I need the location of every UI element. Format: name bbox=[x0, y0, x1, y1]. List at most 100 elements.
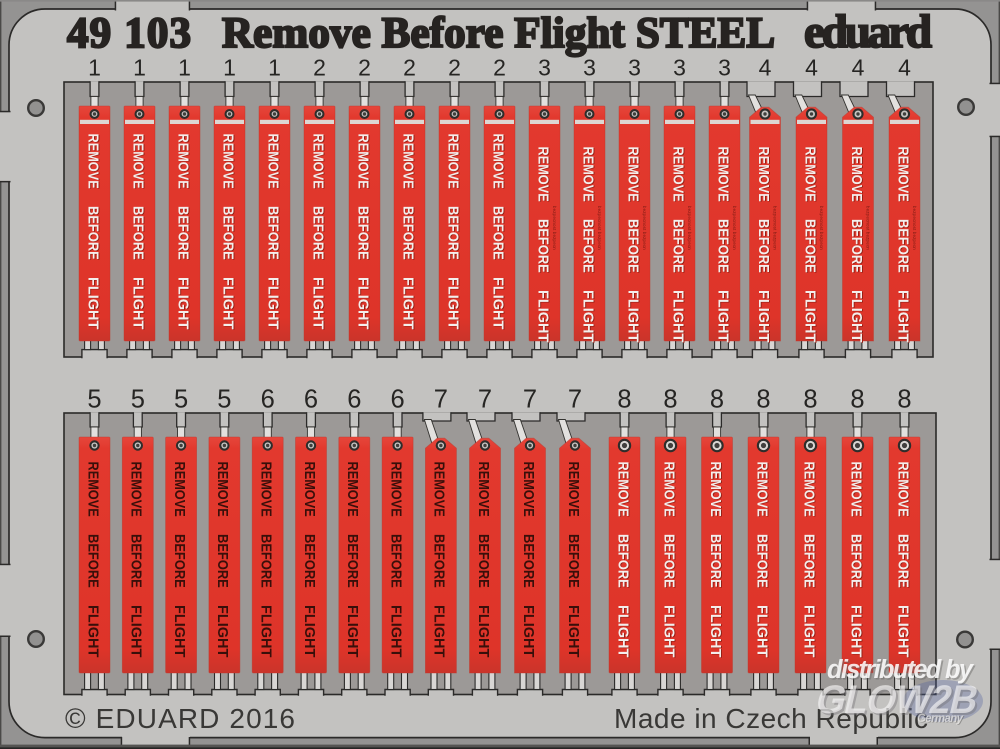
svg-text:4: 4 bbox=[805, 55, 818, 81]
svg-text:Made in Czech Republic: Made in Czech Republic bbox=[614, 703, 928, 734]
svg-text:8: 8 bbox=[850, 386, 864, 414]
svg-text:REMOVEBEFOREFLIGHT: REMOVEBEFOREFLIGHT bbox=[615, 462, 632, 658]
svg-text:REMOVEBEFOREFLIGHT: REMOVEBEFOREFLIGHT bbox=[894, 147, 911, 343]
svg-text:REMOVEBEFOREFLIGHT: REMOVEBEFOREFLIGHT bbox=[475, 462, 492, 658]
svg-text:REMOVEBEFOREFLIGHT: REMOVEBEFOREFLIGHT bbox=[258, 462, 275, 658]
svg-text:2: 2 bbox=[493, 55, 506, 81]
svg-text:REMOVEBEFOREFLIGHT: REMOVEBEFOREFLIGHT bbox=[445, 134, 462, 330]
svg-text:4: 4 bbox=[898, 55, 911, 81]
svg-text:REMOVEBEFOREFLIGHT: REMOVEBEFOREFLIGHT bbox=[660, 462, 677, 658]
svg-text:3: 3 bbox=[718, 55, 731, 81]
svg-text:7: 7 bbox=[478, 386, 492, 414]
svg-text:1: 1 bbox=[88, 55, 101, 81]
svg-text:REMOVEBEFOREFLIGHT: REMOVEBEFOREFLIGHT bbox=[754, 462, 771, 658]
svg-text:REMOVEBEFOREFLIGHT: REMOVEBEFOREFLIGHT bbox=[579, 147, 596, 343]
svg-text:49 103: 49 103 bbox=[67, 10, 193, 57]
svg-text:Remove Before Flight STEEL: Remove Before Flight STEEL bbox=[222, 10, 775, 57]
svg-text:REMOVEBEFOREFLIGHT: REMOVEBEFOREFLIGHT bbox=[801, 147, 818, 343]
svg-text:bezpecnost bezpecn: bezpecnost bezpecn bbox=[732, 206, 737, 250]
svg-text:REMOVEBEFOREFLIGHT: REMOVEBEFOREFLIGHT bbox=[84, 462, 101, 658]
svg-text:REMOVEBEFOREFLIGHT: REMOVEBEFOREFLIGHT bbox=[756, 147, 773, 343]
svg-text:REMOVEBEFOREFLIGHT: REMOVEBEFOREFLIGHT bbox=[580, 147, 597, 343]
svg-text:2: 2 bbox=[448, 55, 461, 81]
svg-text:3: 3 bbox=[628, 55, 641, 81]
svg-text:REMOVEBEFOREFLIGHT: REMOVEBEFOREFLIGHT bbox=[535, 147, 552, 343]
svg-text:2: 2 bbox=[403, 55, 416, 81]
svg-text:distributed by: distributed by bbox=[827, 656, 975, 684]
svg-text:REMOVEBEFOREFLIGHT: REMOVEBEFOREFLIGHT bbox=[431, 462, 448, 658]
svg-text:REMOVEBEFOREFLIGHT: REMOVEBEFOREFLIGHT bbox=[130, 134, 147, 330]
svg-text:REMOVEBEFOREFLIGHT: REMOVEBEFOREFLIGHT bbox=[715, 147, 732, 343]
svg-text:REMOVEBEFOREFLIGHT: REMOVEBEFOREFLIGHT bbox=[214, 462, 231, 658]
svg-text:7: 7 bbox=[434, 386, 448, 414]
svg-text:REMOVEBEFOREFLIGHT: REMOVEBEFOREFLIGHT bbox=[85, 134, 102, 330]
svg-text:4: 4 bbox=[759, 55, 772, 81]
svg-text:bezpecnost bezpecn: bezpecnost bezpecn bbox=[642, 206, 647, 250]
svg-text:REMOVEBEFOREFLIGHT: REMOVEBEFOREFLIGHT bbox=[848, 462, 865, 658]
svg-text:REMOVEBEFOREFLIGHT: REMOVEBEFOREFLIGHT bbox=[309, 134, 326, 330]
svg-text:REMOVEBEFOREFLIGHT: REMOVEBEFOREFLIGHT bbox=[387, 462, 404, 658]
svg-text:2: 2 bbox=[313, 55, 326, 81]
svg-text:REMOVEBEFOREFLIGHT: REMOVEBEFOREFLIGHT bbox=[707, 462, 724, 658]
svg-text:7: 7 bbox=[568, 386, 582, 414]
svg-text:REMOVEBEFOREFLIGHT: REMOVEBEFOREFLIGHT bbox=[128, 462, 145, 658]
svg-text:REMOVEBEFOREFLIGHT: REMOVEBEFOREFLIGHT bbox=[708, 462, 725, 658]
svg-text:REMOVEBEFOREFLIGHT: REMOVEBEFOREFLIGHT bbox=[894, 462, 911, 658]
svg-text:REMOVEBEFOREFLIGHT: REMOVEBEFOREFLIGHT bbox=[848, 147, 865, 343]
svg-text:7: 7 bbox=[523, 386, 537, 414]
svg-text:REMOVEBEFOREFLIGHT: REMOVEBEFOREFLIGHT bbox=[802, 147, 819, 343]
svg-text:REMOVEBEFOREFLIGHT: REMOVEBEFOREFLIGHT bbox=[400, 134, 417, 330]
svg-text:bezpecnost bezpecn: bezpecnost bezpecn bbox=[597, 206, 602, 250]
svg-text:REMOVEBEFOREFLIGHT: REMOVEBEFOREFLIGHT bbox=[714, 147, 731, 343]
svg-text:REMOVEBEFOREFLIGHT: REMOVEBEFOREFLIGHT bbox=[847, 462, 864, 658]
svg-text:REMOVEBEFOREFLIGHT: REMOVEBEFOREFLIGHT bbox=[444, 134, 461, 330]
svg-text:REMOVEBEFOREFLIGHT: REMOVEBEFOREFLIGHT bbox=[669, 147, 686, 343]
svg-text:5: 5 bbox=[131, 386, 145, 414]
svg-text:2: 2 bbox=[358, 55, 371, 81]
svg-text:GLOW2B: GLOW2B bbox=[812, 676, 982, 721]
svg-text:8: 8 bbox=[756, 386, 770, 414]
svg-text:REMOVEBEFOREFLIGHT: REMOVEBEFOREFLIGHT bbox=[174, 134, 191, 330]
svg-text:REMOVEBEFOREFLIGHT: REMOVEBEFOREFLIGHT bbox=[219, 134, 236, 330]
svg-text:3: 3 bbox=[673, 55, 686, 81]
svg-text:REMOVEBEFOREFLIGHT: REMOVEBEFOREFLIGHT bbox=[264, 134, 281, 330]
svg-text:eduard: eduard bbox=[804, 6, 932, 58]
svg-text:6: 6 bbox=[261, 386, 275, 414]
svg-text:1: 1 bbox=[178, 55, 191, 81]
svg-text:REMOVEBEFOREFLIGHT: REMOVEBEFOREFLIGHT bbox=[565, 462, 582, 658]
svg-text:REMOVEBEFOREFLIGHT: REMOVEBEFOREFLIGHT bbox=[265, 134, 282, 330]
svg-text:5: 5 bbox=[174, 386, 188, 414]
svg-text:REMOVEBEFOREFLIGHT: REMOVEBEFOREFLIGHT bbox=[755, 147, 772, 343]
svg-text:REMOVEBEFOREFLIGHT: REMOVEBEFOREFLIGHT bbox=[220, 134, 237, 330]
svg-text:REMOVEBEFOREFLIGHT: REMOVEBEFOREFLIGHT bbox=[399, 134, 416, 330]
svg-text:1: 1 bbox=[133, 55, 146, 81]
svg-text:REMOVEBEFOREFLIGHT: REMOVEBEFOREFLIGHT bbox=[344, 462, 361, 658]
svg-text:REMOVEBEFOREFLIGHT: REMOVEBEFOREFLIGHT bbox=[614, 462, 631, 658]
svg-text:bezpecnost bezpecn: bezpecnost bezpecn bbox=[687, 206, 692, 250]
svg-text:REMOVEBEFOREFLIGHT: REMOVEBEFOREFLIGHT bbox=[84, 134, 101, 330]
svg-text:8: 8 bbox=[617, 386, 631, 414]
svg-text:REMOVEBEFOREFLIGHT: REMOVEBEFOREFLIGHT bbox=[849, 147, 866, 343]
svg-text:3: 3 bbox=[538, 55, 551, 81]
svg-text:REMOVEBEFOREFLIGHT: REMOVEBEFOREFLIGHT bbox=[301, 462, 318, 658]
svg-text:REMOVEBEFOREFLIGHT: REMOVEBEFOREFLIGHT bbox=[489, 134, 506, 330]
svg-text:REMOVEBEFOREFLIGHT: REMOVEBEFOREFLIGHT bbox=[624, 147, 641, 343]
svg-text:6: 6 bbox=[391, 386, 405, 414]
svg-text:bezpecnost bezpecn: bezpecnost bezpecn bbox=[866, 206, 871, 250]
svg-text:6: 6 bbox=[304, 386, 318, 414]
svg-text:5: 5 bbox=[87, 386, 101, 414]
svg-text:8: 8 bbox=[803, 386, 817, 414]
svg-text:bezpecnost bezpecn: bezpecnost bezpecn bbox=[819, 206, 824, 250]
svg-text:REMOVEBEFOREFLIGHT: REMOVEBEFOREFLIGHT bbox=[520, 462, 537, 658]
svg-text:REMOVEBEFOREFLIGHT: REMOVEBEFOREFLIGHT bbox=[661, 462, 678, 658]
svg-text:1: 1 bbox=[223, 55, 236, 81]
svg-text:6: 6 bbox=[347, 386, 361, 414]
svg-text:distributed by: distributed by bbox=[829, 658, 977, 686]
svg-text:REMOVEBEFOREFLIGHT: REMOVEBEFOREFLIGHT bbox=[310, 134, 327, 330]
svg-text:REMOVEBEFOREFLIGHT: REMOVEBEFOREFLIGHT bbox=[800, 462, 817, 658]
svg-text:REMOVEBEFOREFLIGHT: REMOVEBEFOREFLIGHT bbox=[354, 134, 371, 330]
svg-text:REMOVEBEFOREFLIGHT: REMOVEBEFOREFLIGHT bbox=[625, 147, 642, 343]
svg-text:Germany: Germany bbox=[917, 713, 964, 725]
svg-text:bezpecnost bezpecn: bezpecnost bezpecn bbox=[552, 206, 557, 250]
svg-text:REMOVEBEFOREFLIGHT: REMOVEBEFOREFLIGHT bbox=[753, 462, 770, 658]
